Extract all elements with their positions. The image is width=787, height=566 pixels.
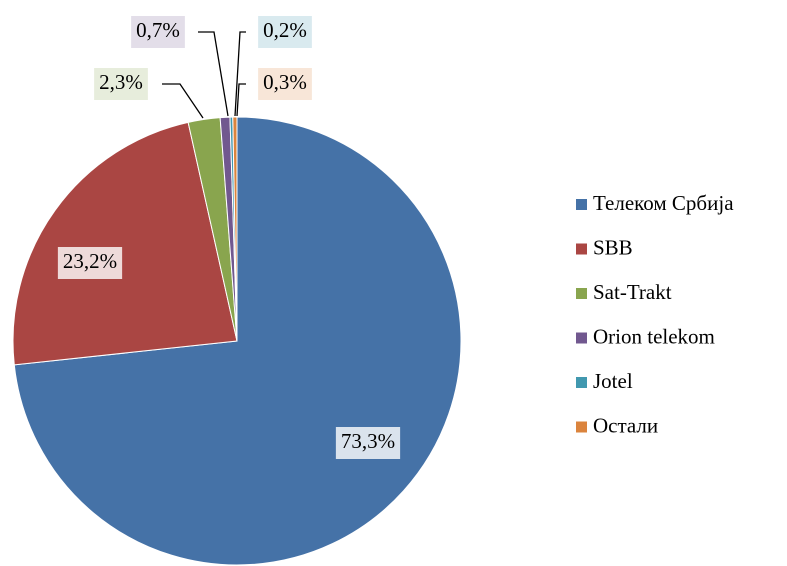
data-label: 23,2%	[63, 249, 117, 273]
data-label-bg	[258, 68, 312, 100]
legend-label: Телеком Србија	[593, 191, 734, 215]
data-label: 0,7%	[136, 18, 180, 42]
legend-label: Sat-Trakt	[593, 280, 672, 304]
legend-label: Orion telekom	[593, 324, 715, 348]
legend-label: Остали	[593, 413, 658, 437]
data-label-bg	[335, 427, 401, 459]
leader-line	[234, 31, 246, 117]
legend-swatch	[576, 377, 587, 388]
leader-line	[198, 31, 229, 117]
data-label: 2,3%	[99, 70, 143, 94]
legend-swatch	[576, 421, 587, 433]
legend-swatch	[576, 243, 587, 255]
data-label-bg	[131, 16, 185, 48]
pie-slice	[12, 121, 238, 366]
data-label-bg	[57, 247, 123, 279]
legend-label: SBB	[593, 235, 633, 259]
data-label-bg	[94, 68, 148, 100]
leader-line	[236, 83, 246, 117]
data-label: 0,2%	[263, 18, 307, 42]
leader-line	[162, 83, 204, 119]
pie-slice	[232, 116, 238, 342]
data-label: 73,3%	[341, 429, 395, 453]
legend-swatch	[576, 332, 587, 344]
legend-label: Jotel	[593, 369, 633, 393]
legend-swatch	[576, 288, 587, 299]
data-label: 0,3%	[263, 70, 307, 94]
legend-swatch	[576, 199, 587, 210]
data-label-bg	[258, 16, 312, 48]
